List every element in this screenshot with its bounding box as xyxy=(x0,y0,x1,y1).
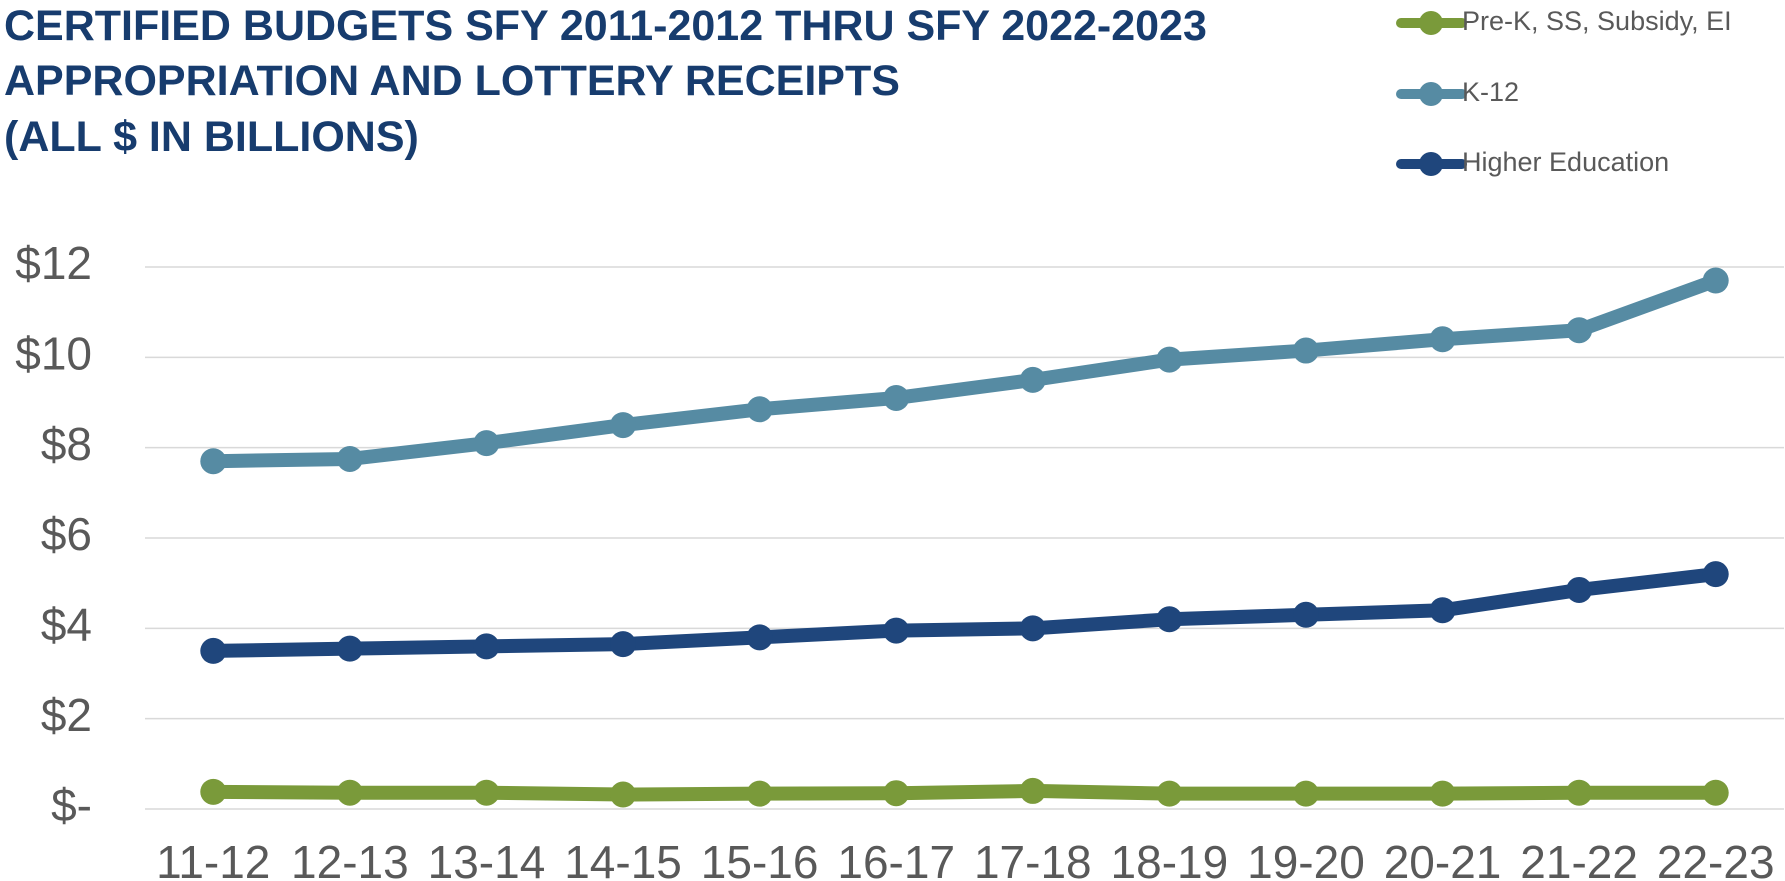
chart-title: (ALL $ IN BILLIONS) xyxy=(4,113,419,161)
x-tick-label: 17-18 xyxy=(974,836,1092,881)
data-point xyxy=(1019,777,1046,804)
data-point xyxy=(1429,326,1456,353)
x-tick-label: 15-16 xyxy=(701,836,819,881)
x-tick-label: 11-12 xyxy=(156,836,270,881)
data-point xyxy=(1156,346,1183,373)
x-tick-label: 22-23 xyxy=(1657,836,1775,881)
data-point xyxy=(200,637,227,664)
data-point xyxy=(200,778,227,805)
y-tick-label: $4 xyxy=(41,598,92,650)
data-point xyxy=(883,780,910,807)
data-point xyxy=(1702,267,1729,294)
x-tick-label: 18-19 xyxy=(1111,836,1229,881)
legend-label: Higher Education xyxy=(1462,147,1669,177)
data-point xyxy=(883,617,910,644)
data-point xyxy=(1292,337,1319,364)
data-point xyxy=(473,430,500,457)
data-point xyxy=(1429,597,1456,624)
x-tick-label: 19-20 xyxy=(1247,836,1365,881)
data-point xyxy=(1566,576,1593,603)
y-tick-label: $2 xyxy=(41,689,92,741)
series-line xyxy=(213,273,1719,469)
legend-swatch xyxy=(1419,82,1443,106)
legend-swatch xyxy=(1419,11,1443,35)
data-point xyxy=(1019,615,1046,642)
data-point xyxy=(746,780,773,807)
data-point xyxy=(883,384,910,411)
data-point xyxy=(1292,780,1319,807)
data-point xyxy=(200,448,227,475)
data-point xyxy=(473,779,500,806)
x-tick-label: 13-14 xyxy=(428,836,546,881)
data-point xyxy=(336,779,363,806)
data-point xyxy=(1019,366,1046,393)
x-tick-label: 16-17 xyxy=(837,836,955,881)
data-point xyxy=(746,624,773,651)
data-point xyxy=(473,633,500,660)
legend-label: K-12 xyxy=(1462,77,1519,107)
x-tick-label: 14-15 xyxy=(564,836,682,881)
data-point xyxy=(610,781,637,808)
chart-title: APPROPRIATION AND LOTTERY RECEIPTS xyxy=(4,57,900,105)
y-tick-label: $- xyxy=(51,779,92,831)
data-point xyxy=(610,412,637,439)
data-point xyxy=(1566,779,1593,806)
data-point xyxy=(336,445,363,472)
data-point xyxy=(1156,606,1183,633)
y-tick-label: $12 xyxy=(15,237,92,289)
y-tick-label: $6 xyxy=(41,508,92,560)
y-tick-label: $10 xyxy=(15,327,92,379)
chart-title: CERTIFIED BUDGETS SFY 2011-2012 THRU SFY… xyxy=(4,2,1207,50)
data-point xyxy=(1566,317,1593,344)
series-line xyxy=(213,567,1717,658)
legend-label: Pre-K, SS, Subsidy, EI xyxy=(1462,6,1732,36)
legend-swatch xyxy=(1419,152,1443,176)
x-tick-label: 20-21 xyxy=(1384,836,1502,881)
y-tick-label: $8 xyxy=(41,418,92,470)
data-point xyxy=(1156,780,1183,807)
x-tick-label: 21-22 xyxy=(1520,836,1638,881)
data-point xyxy=(610,631,637,658)
data-point xyxy=(746,396,773,423)
data-point xyxy=(336,635,363,662)
series-line xyxy=(213,783,1716,802)
data-point xyxy=(1702,561,1729,588)
data-point xyxy=(1429,780,1456,807)
x-tick-label: 12-13 xyxy=(291,836,409,881)
data-point xyxy=(1292,601,1319,628)
data-point xyxy=(1702,779,1729,806)
